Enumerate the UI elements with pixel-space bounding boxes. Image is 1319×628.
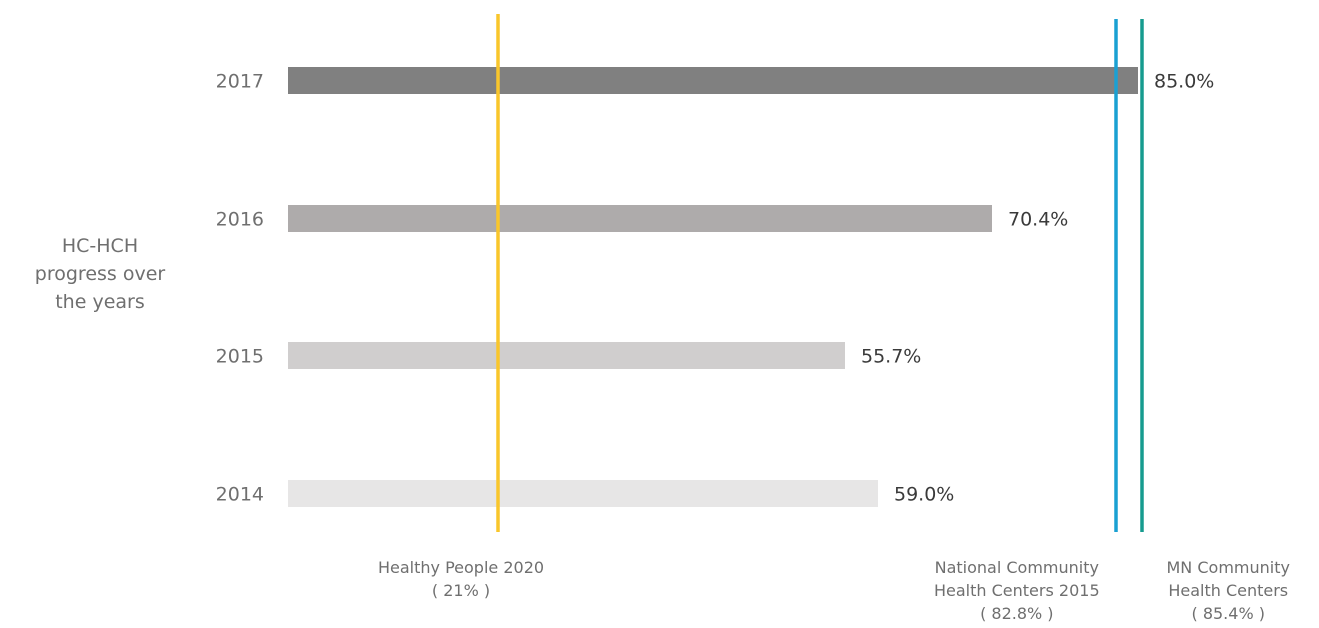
reference-label-line: National Community: [934, 558, 1099, 577]
y-axis-label-line-3: the years: [55, 291, 145, 313]
reference-label-line: MN Community: [1166, 558, 1290, 577]
y-axis-label: HC-HCH progress over the years: [0, 232, 200, 316]
category-label-2015: 2015: [216, 346, 264, 368]
reference-label-line: Health Centers: [1168, 581, 1289, 600]
category-label-2016: 2016: [216, 209, 264, 231]
value-label-2016: 70.4%: [1008, 209, 1068, 231]
bar-2016: [288, 205, 992, 232]
category-label-2014: 2014: [216, 484, 264, 506]
reference-label-line: ( 21% ): [431, 581, 491, 600]
y-axis-label-line-1: HC-HCH: [61, 235, 139, 257]
bar-2014: [288, 480, 878, 507]
bar-2017: [288, 67, 1138, 94]
value-label-2015: 55.7%: [861, 346, 921, 368]
reference-label-national-chc: National Community Health Centers 2015 (…: [934, 556, 1100, 625]
reference-label-line: ( 85.4% ): [1191, 604, 1265, 623]
bar-2015: [288, 342, 845, 369]
reference-label-mn-chc: MN Community Health Centers ( 85.4% ): [1167, 556, 1290, 625]
category-label-2017: 2017: [216, 71, 264, 93]
value-label-2014: 59.0%: [894, 484, 954, 506]
reference-label-line: Health Centers 2015: [934, 581, 1100, 600]
y-axis-label-line-2: progress over: [34, 263, 166, 285]
value-label-2017: 85.0%: [1154, 71, 1214, 93]
reference-label-healthy-people: Healthy People 2020 ( 21% ): [378, 556, 544, 602]
reference-label-line: Healthy People 2020: [378, 558, 545, 577]
reference-label-line: ( 82.8% ): [980, 604, 1054, 623]
